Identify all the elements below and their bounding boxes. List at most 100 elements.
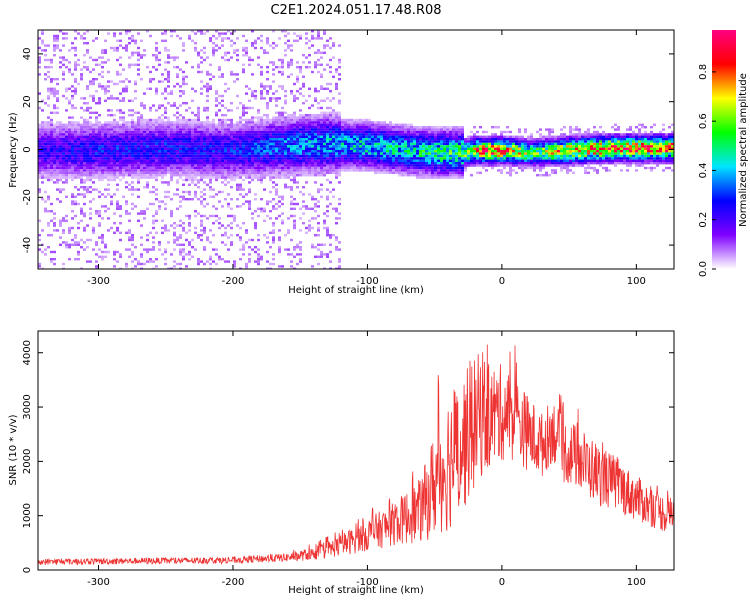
heatmap-cell [395,171,398,174]
heatmap-cell [158,104,161,107]
heatmap-cell [278,58,281,62]
heatmap-cell [155,128,158,131]
heatmap-cell [221,154,224,158]
heatmap-cell [296,159,299,162]
heatmap-cell [203,46,206,50]
heatmap-cell [320,147,323,150]
heatmap-cell [137,147,140,150]
heatmap-cell [59,166,62,170]
heatmap-cell [281,87,284,90]
heatmap-cell [59,150,62,153]
heatmap-cell [269,164,272,167]
heatmap-cell [284,42,287,45]
heatmap-cell [164,128,167,131]
heatmap-cell [353,128,356,131]
heatmap-cell [116,133,119,136]
heatmap-cell [242,164,245,167]
heatmap-cell [206,166,209,170]
heatmap-cell [164,262,167,266]
heatmap-cell [185,171,188,174]
heatmap-cell [308,140,311,143]
heatmap-cell [338,248,341,251]
heatmap-cell [326,126,329,129]
heatmap-cell [47,94,50,98]
heatmap-cell [146,145,149,148]
heatmap-cell [164,258,167,261]
heatmap-cell [293,214,296,218]
heatmap-cell [362,130,365,134]
heatmap-cell [149,157,152,160]
heatmap-cell [191,39,194,42]
heatmap-cell [92,138,95,141]
heatmap-cell [152,190,155,194]
heatmap-cell [305,150,308,153]
heatmap-cell [356,152,359,155]
heatmap-cell [341,142,344,146]
heatmap-cell [227,128,230,131]
heatmap-cell [224,169,227,172]
heatmap-cell [296,123,299,126]
heatmap-cell [194,114,197,117]
heatmap-cell [185,178,188,182]
heatmap-cell [191,111,194,114]
heatmap-cell [107,169,110,172]
heatmap-cell [314,145,317,148]
heatmap-cell [131,159,134,162]
heatmap-cell [137,260,140,263]
heatmap-cell [368,135,371,138]
heatmap-cell [332,109,335,112]
heatmap-cell [305,116,308,119]
heatmap-cell [260,210,263,213]
heatmap-cell [338,116,341,119]
heatmap-cell [50,138,53,141]
heatmap-cell [44,147,47,150]
heatmap-cell [311,265,314,268]
heatmap-cell [179,267,182,269]
heatmap-cell [245,162,248,165]
heatmap-cell [41,198,44,201]
heatmap-cell [221,126,224,129]
heatmap-cell [71,210,74,213]
heatmap-cell [110,109,113,112]
heatmap-cell [260,66,263,69]
heatmap-cell [287,154,290,158]
heatmap-cell [104,61,107,64]
heatmap-cell [314,174,317,177]
heatmap-cell [191,30,194,33]
heatmap-cell [149,87,152,90]
heatmap-cell [344,150,347,153]
heatmap-cell [167,116,170,119]
heatmap-cell [425,150,428,153]
heatmap-cell [191,66,194,69]
heatmap-cell [50,130,53,134]
heatmap-cell [254,222,257,225]
heatmap-cell [116,166,119,170]
heatmap-cell [161,130,164,134]
heatmap-cell [200,123,203,126]
heatmap-cell [314,159,317,162]
heatmap-cell [419,162,422,165]
heatmap-cell [323,267,326,269]
heatmap-cell [431,130,434,134]
heatmap-cell [212,128,215,131]
heatmap-cell [125,181,128,184]
heatmap-cell [59,171,62,174]
heatmap-cell [245,39,248,42]
heatmap-cell [83,169,86,172]
heatmap-cell [140,150,143,153]
heatmap-cell [77,142,80,146]
heatmap-cell [200,157,203,160]
heatmap-cell [221,159,224,162]
heatmap-cell [53,92,56,95]
heatmap-cell [128,231,131,234]
heatmap-cell [257,238,260,242]
heatmap-cell [431,147,434,150]
heatmap-cell [329,133,332,136]
heatmap-cell [308,130,311,134]
heatmap-cell [134,258,137,261]
heatmap-cell [62,176,65,179]
heatmap-cell [227,145,230,148]
heatmap-cell [53,262,56,266]
heatmap-cell [116,128,119,131]
heatmap-cell [83,186,86,189]
